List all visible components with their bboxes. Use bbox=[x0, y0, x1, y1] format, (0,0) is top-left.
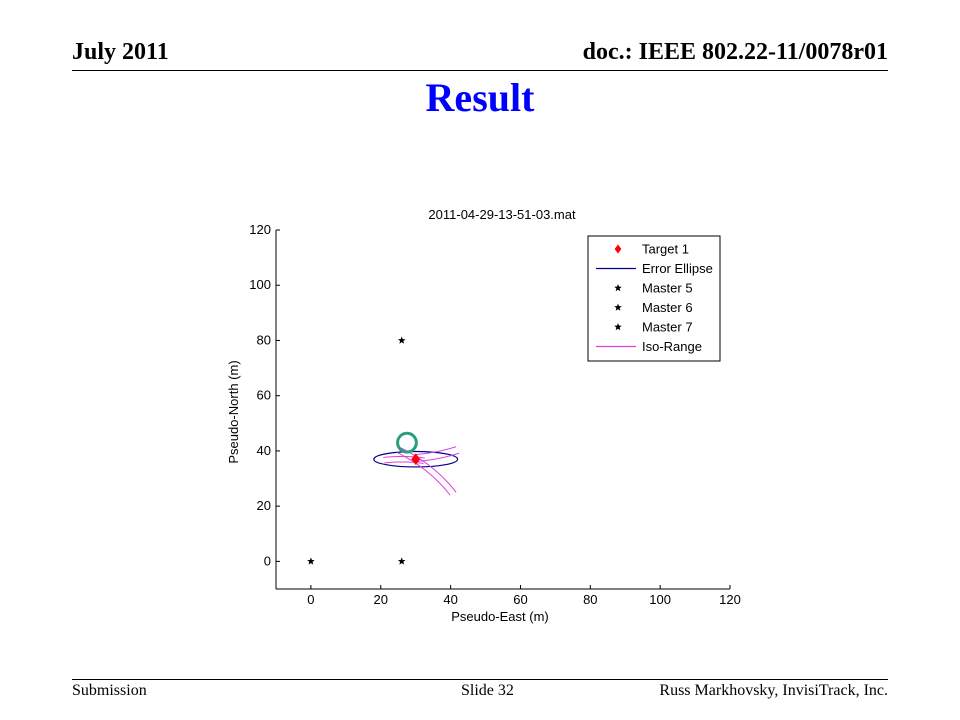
legend-star-icon bbox=[614, 323, 622, 331]
x-tick-label: 100 bbox=[649, 592, 671, 607]
legend-label: Iso-Range bbox=[642, 339, 702, 354]
legend-star-icon bbox=[614, 303, 622, 311]
x-tick-label: 0 bbox=[307, 592, 314, 607]
x-axis-label: Pseudo-East (m) bbox=[451, 609, 549, 624]
plot-area: 0 20 40 60 80 100 120 0 20 40 60 80 100 120 bbox=[249, 222, 741, 607]
legend-diamond-icon bbox=[614, 244, 622, 254]
target-marker bbox=[411, 453, 421, 466]
iso-range-arc bbox=[396, 452, 451, 496]
legend-star-icon bbox=[614, 284, 622, 292]
y-tick-label: 80 bbox=[257, 332, 271, 347]
header-doc-id: doc.: IEEE 802.22-11/0078r01 bbox=[582, 39, 888, 65]
y-tick-label: 20 bbox=[257, 498, 271, 513]
x-tick-label: 60 bbox=[513, 592, 527, 607]
y-axis-label: Pseudo-North (m) bbox=[226, 360, 241, 463]
y-tick-label: 40 bbox=[257, 443, 271, 458]
footer-submission: Submission bbox=[72, 682, 147, 699]
x-tick-label: 20 bbox=[374, 592, 388, 607]
legend-label: Target 1 bbox=[642, 242, 689, 257]
highlight-circle bbox=[396, 431, 418, 454]
footer-author: Russ Markhovsky, InvisiTrack, Inc. bbox=[659, 682, 888, 699]
legend: Target 1 Error Ellipse Master 5 Master 6 Mas… bbox=[587, 235, 721, 362]
iso-range-arc bbox=[414, 446, 457, 456]
master-star-marker bbox=[397, 336, 406, 344]
x-tick-label: 80 bbox=[583, 592, 597, 607]
x-tick-label: 40 bbox=[443, 592, 457, 607]
iso-range-arc bbox=[400, 447, 457, 493]
legend-label: Master 5 bbox=[642, 281, 693, 296]
y-tick-label: 120 bbox=[249, 222, 271, 237]
chart-title: 2011-04-29-13-51-03.mat bbox=[428, 207, 576, 222]
error-ellipse bbox=[373, 450, 459, 468]
iso-range-arc bbox=[415, 452, 460, 463]
header-date: July 2011 bbox=[72, 39, 169, 65]
header-rule bbox=[72, 70, 888, 71]
master-star-marker bbox=[397, 557, 406, 565]
legend-box bbox=[587, 235, 721, 362]
slide-title: Result bbox=[425, 75, 535, 120]
legend-label: Master 6 bbox=[642, 300, 693, 315]
y-tick-label: 60 bbox=[257, 388, 271, 403]
y-tick-label: 0 bbox=[264, 553, 271, 568]
legend-label: Master 7 bbox=[642, 320, 693, 335]
legend-label: Error Ellipse bbox=[642, 261, 713, 276]
x-tick-label: 120 bbox=[719, 592, 741, 607]
footer-rule bbox=[72, 679, 888, 680]
master-star-marker bbox=[307, 557, 315, 565]
y-tick-label: 100 bbox=[249, 277, 271, 292]
footer-slide-number: Slide 32 bbox=[461, 682, 514, 699]
